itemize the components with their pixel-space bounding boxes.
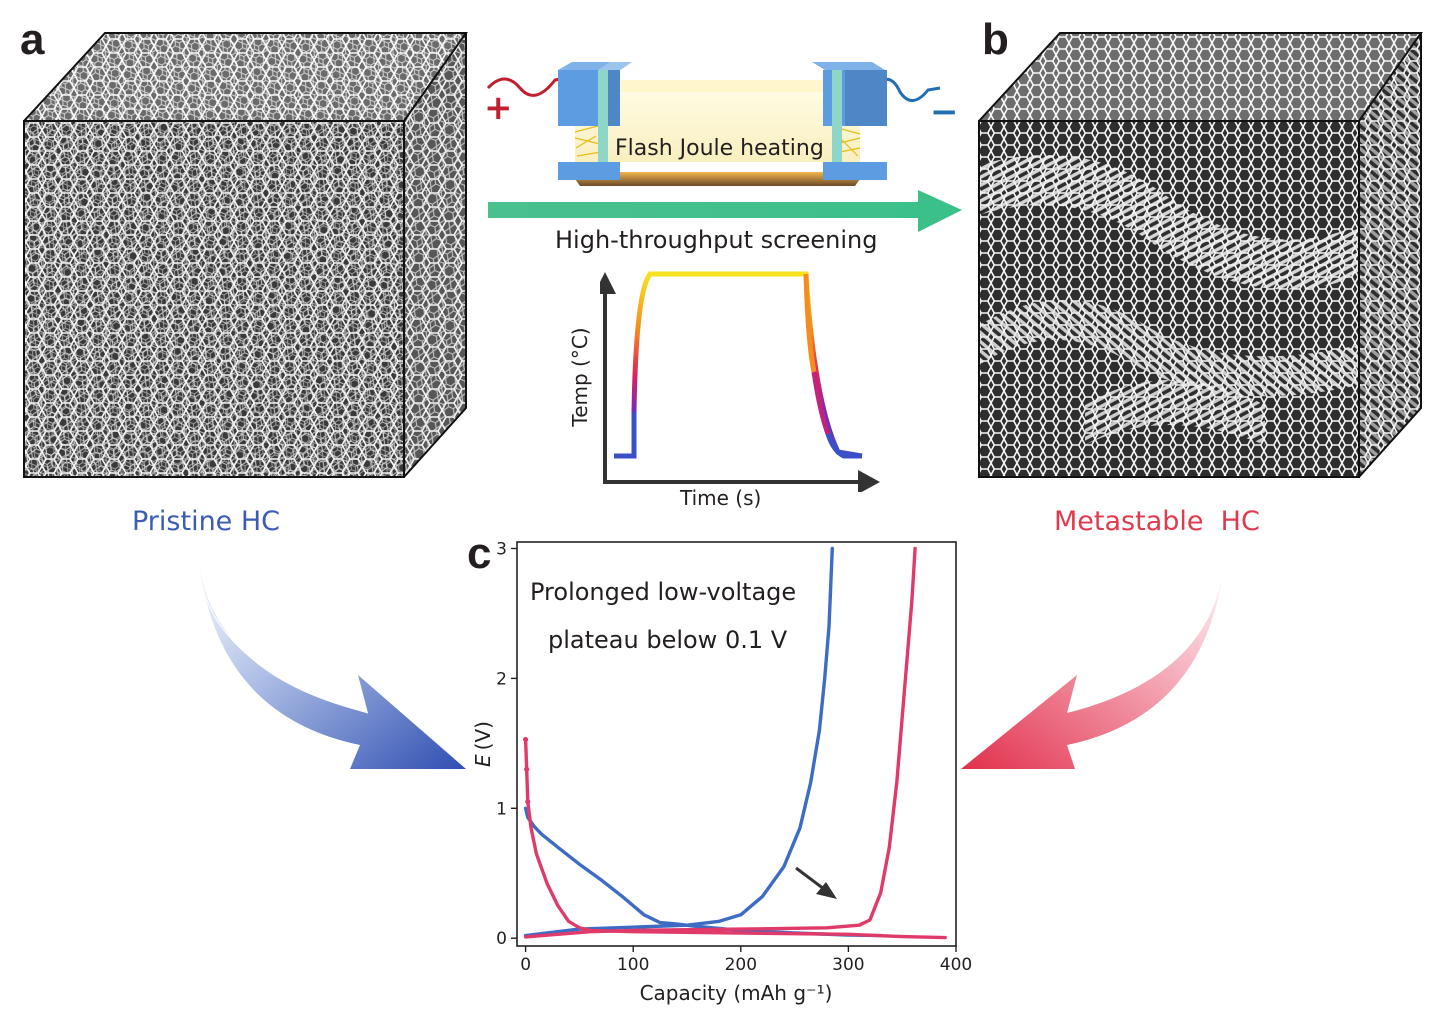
temperature-profile-plot	[600, 271, 880, 492]
x-tick-label: 100	[617, 955, 649, 975]
series-1-discharge-curve	[523, 806, 883, 938]
series-2-charge-curve	[523, 546, 917, 939]
annotation-line-2: plateau below 0.1 V	[548, 626, 788, 654]
y-tick-label: 3	[496, 539, 507, 559]
annotation-line-1: Prolonged low-voltage	[530, 578, 796, 606]
series-2-start-point	[523, 736, 529, 743]
screening-label: High-throughput screening	[555, 226, 878, 254]
flash-joule-label: Flash Joule heating	[615, 136, 824, 161]
y-axis-symbol: E	[471, 754, 495, 767]
pristine-hc-cube	[23, 32, 468, 478]
x-tick-label: 200	[725, 955, 757, 975]
y-axis-unit: (V)	[471, 721, 495, 750]
svg-text:E(V): E (V)	[471, 721, 495, 767]
plot-frame	[516, 541, 957, 947]
y-tick-label: 0	[496, 929, 507, 949]
temp-axis-label: Temp (°C)	[568, 327, 592, 427]
panel-letter-a: a	[20, 15, 45, 64]
plus-terminal: +	[484, 88, 513, 128]
flash-joule-device	[486, 62, 962, 232]
pristine-hc-caption: Pristine HC	[132, 506, 281, 537]
panel-letter-c: c	[467, 529, 492, 578]
time-axis-label: Time (s)	[680, 486, 762, 510]
metastable-hc-cube	[978, 32, 1423, 478]
metastable-hc-caption: Metastable HC	[1054, 506, 1260, 537]
series-2-start-point	[525, 799, 531, 805]
y-tick-label: 1	[496, 799, 507, 819]
x-axis-label: Capacity (mAh g⁻¹)	[640, 981, 833, 1005]
plateau-arrow	[795, 866, 837, 899]
panel-letter-b: b	[982, 15, 1009, 64]
y-axis-label: E (V)	[471, 721, 495, 767]
minus-terminal: −	[930, 92, 959, 132]
x-tick-label: 300	[832, 955, 864, 975]
x-tick-label: 400	[940, 955, 972, 975]
series-2-discharge-curve	[523, 737, 947, 940]
series-1-charge-curve	[523, 546, 834, 938]
metastable-to-plot-arrow	[961, 555, 1225, 769]
y-tick-label: 2	[496, 669, 507, 689]
x-tick-label: 0	[520, 955, 531, 975]
pristine-to-plot-arrow	[197, 554, 466, 769]
capacity-voltage-plot: 0 1 2 3 0 100 200 300 400 Prolonged low-voltage…	[471, 539, 972, 1005]
series-2-start-point	[524, 766, 530, 772]
